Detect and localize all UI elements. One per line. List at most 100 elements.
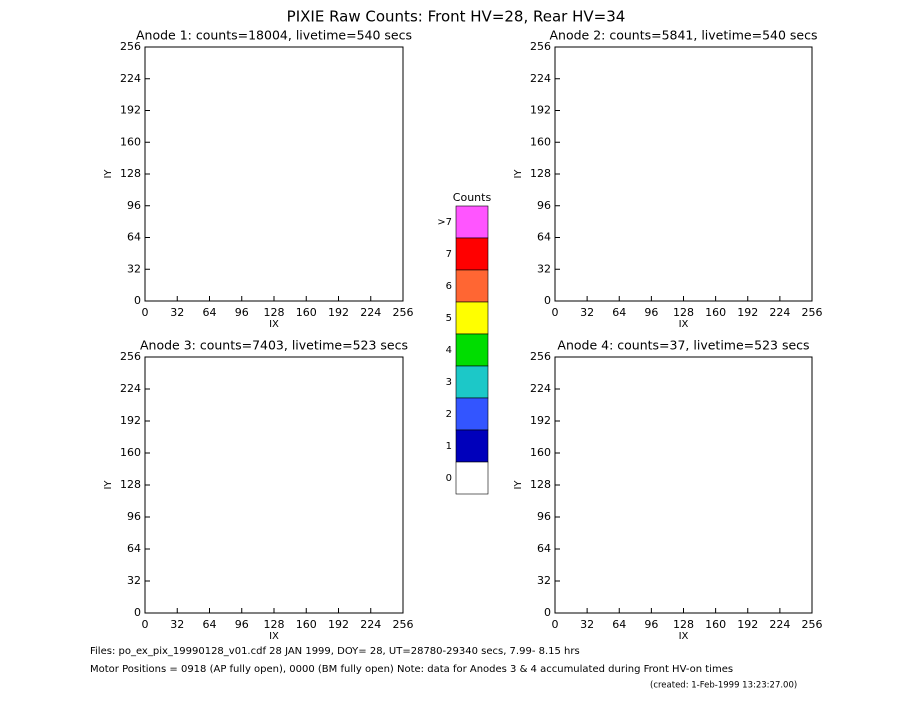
y-tick-label: 256 [530,350,551,363]
colorbar-swatch [455,237,489,271]
y-tick-label: 64 [127,542,141,555]
panel-title: Anode 1: counts=18004, livetime=540 secs [136,28,412,43]
y-tick-label: 0 [544,606,551,619]
panel-title: Anode 3: counts=7403, livetime=523 secs [140,338,408,353]
y-tick-label: 256 [120,40,141,53]
x-tick-label: 160 [296,306,317,319]
x-tick-label: 32 [170,306,184,319]
y-tick-label: 64 [537,542,551,555]
x-axis-label: IX [269,631,279,642]
x-tick-label: 64 [203,618,217,631]
y-tick-label: 160 [120,446,141,459]
x-tick-label: 256 [802,306,823,319]
x-tick-label: 224 [360,306,381,319]
x-tick-label: 128 [673,306,694,319]
x-tick-label: 224 [769,618,790,631]
y-tick-label: 32 [537,262,551,275]
x-tick-label: 96 [644,618,658,631]
y-axis-label: IY [103,480,114,490]
x-tick-label: 64 [612,618,626,631]
colorbar-label: 7 [446,249,452,260]
x-tick-label: 256 [802,618,823,631]
colorbar-label: 3 [446,377,452,388]
y-axis-label: IY [513,480,524,490]
y-tick-label: 0 [544,294,551,307]
y-tick-label: 32 [127,574,141,587]
x-tick-label: 160 [296,618,317,631]
y-tick-label: 128 [120,167,141,180]
x-axis-label: IX [679,631,689,642]
y-tick-label: 0 [134,606,141,619]
y-axis-label: IY [513,169,524,179]
y-tick-label: 32 [537,574,551,587]
x-tick-label: 192 [328,618,349,631]
y-tick-label: 64 [537,231,551,244]
y-tick-label: 256 [120,350,141,363]
y-tick-label: 224 [530,72,551,85]
colorbar-label: 6 [446,281,452,292]
y-tick-label: 224 [530,382,551,395]
colorbar-swatch [455,397,489,431]
x-tick-label: 0 [552,306,559,319]
y-tick-label: 0 [134,294,141,307]
x-tick-label: 0 [142,618,149,631]
x-tick-label: 128 [673,618,694,631]
y-tick-label: 256 [530,40,551,53]
y-tick-label: 96 [537,199,551,212]
y-tick-label: 64 [127,231,141,244]
colorbar-swatch [455,461,489,495]
y-axis-label: IY [103,169,114,179]
colorbar-label: 2 [446,409,452,420]
colorbar-swatch [455,429,489,463]
y-tick-label: 192 [120,414,141,427]
x-tick-label: 192 [328,306,349,319]
colorbar-swatch [455,301,489,335]
colorbar-label: 5 [446,313,452,324]
y-tick-label: 192 [530,414,551,427]
colorbar-label: >7 [437,217,452,228]
x-tick-label: 96 [644,306,658,319]
x-tick-label: 32 [580,306,594,319]
y-tick-label: 192 [120,104,141,117]
y-tick-label: 160 [530,135,551,148]
x-tick-label: 224 [360,618,381,631]
colorbar-swatch [455,365,489,399]
x-tick-label: 224 [769,306,790,319]
y-tick-label: 32 [127,262,141,275]
y-tick-label: 224 [120,382,141,395]
y-tick-label: 96 [537,510,551,523]
colorbar-label: 4 [446,345,452,356]
y-tick-label: 128 [530,167,551,180]
y-tick-label: 96 [127,199,141,212]
x-tick-label: 32 [580,618,594,631]
y-tick-label: 96 [127,510,141,523]
y-tick-label: 192 [530,104,551,117]
x-tick-label: 192 [737,306,758,319]
footer-line: Files: po_ex_pix_19990128_v01.cdf 28 JAN… [90,646,580,657]
x-tick-label: 160 [705,618,726,631]
y-tick-label: 160 [120,135,141,148]
panel-title: Anode 4: counts=37, livetime=523 secs [557,338,809,353]
x-tick-label: 0 [552,618,559,631]
footer-line: (created: 1-Feb-1999 13:23:27.00) [650,681,797,691]
x-tick-label: 0 [142,306,149,319]
x-tick-label: 96 [235,306,249,319]
x-tick-label: 64 [612,306,626,319]
x-tick-label: 160 [705,306,726,319]
panel-title: Anode 2: counts=5841, livetime=540 secs [549,28,817,43]
colorbar-label: 1 [446,441,452,452]
x-axis-label: IX [269,319,279,330]
x-tick-label: 192 [737,618,758,631]
x-axis-label: IX [679,319,689,330]
figure-title: PIXIE Raw Counts: Front HV=28, Rear HV=3… [287,8,626,26]
x-tick-label: 96 [235,618,249,631]
colorbar-swatch [455,333,489,367]
colorbar-swatch [455,269,489,303]
x-tick-label: 256 [393,618,414,631]
y-tick-label: 128 [530,478,551,491]
x-tick-label: 128 [264,306,285,319]
footer-line: Motor Positions = 0918 (AP fully open), … [90,664,733,675]
colorbar-swatch [455,205,489,239]
y-tick-label: 160 [530,446,551,459]
